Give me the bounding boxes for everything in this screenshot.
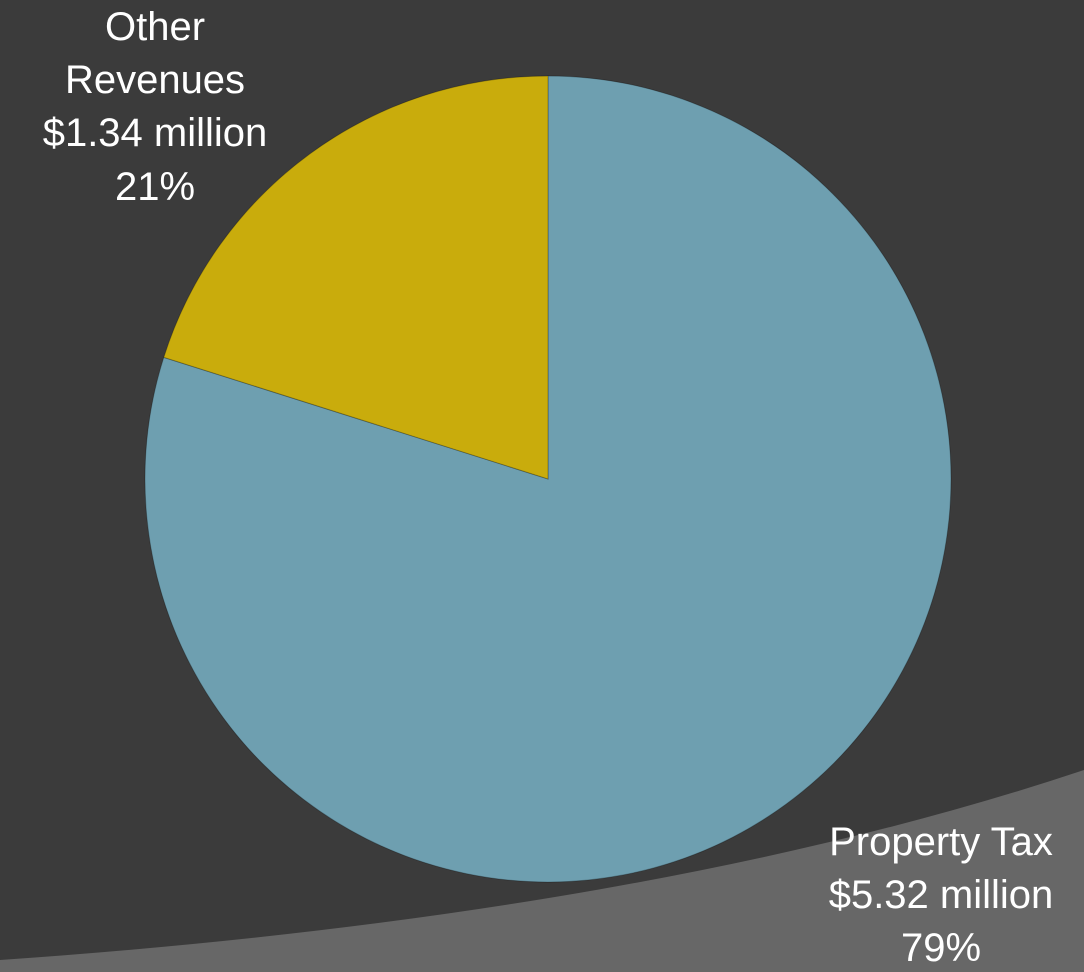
slice-label-property-tax: Property Tax $5.32 million 79% (800, 816, 1082, 972)
slice-percent-label: 21% (114, 164, 196, 209)
slice-value-label: $5.32 million (828, 873, 1054, 918)
slice-name-line-2: Revenues (64, 58, 246, 103)
background-swoosh (0, 770, 1084, 972)
pie-slice-property-tax (144, 75, 952, 883)
slice-name: Property Tax (829, 820, 1053, 864)
slice-name-line-1: Other (104, 5, 206, 49)
slice-percent-label: 79% (900, 926, 982, 971)
slice-label-other-revenues: Other Revenues $1.34 million 21% (10, 1, 300, 214)
pie-slice-other-revenues (163, 75, 549, 480)
slice-value-label: $1.34 million (42, 111, 268, 156)
pie-slices (144, 75, 952, 883)
